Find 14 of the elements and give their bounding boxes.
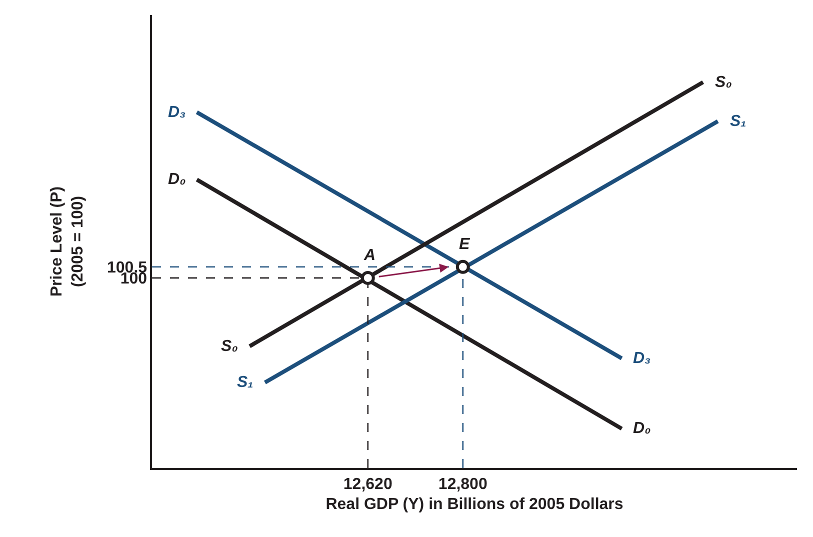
text: D₃ <box>633 350 651 367</box>
annotation: E <box>459 236 471 253</box>
series-label: S₀ <box>221 338 238 355</box>
annotation: A <box>363 247 376 264</box>
x-tick-label: 12,620 <box>343 476 392 493</box>
text: S₁ <box>730 113 746 130</box>
text: D₀ <box>633 420 651 437</box>
x-tick-label: 12,800 <box>438 476 488 493</box>
y-axis-title: Price Level (P) (2005 = 100) <box>48 186 86 297</box>
text: S₀ <box>715 74 732 91</box>
series-label: S₁ <box>237 374 254 391</box>
series-label: D₃ <box>168 104 186 121</box>
series-label: D₀ <box>168 171 186 188</box>
x-axis-title: Real GDP (Y) in Billions of 2005 Dollars <box>326 496 624 514</box>
